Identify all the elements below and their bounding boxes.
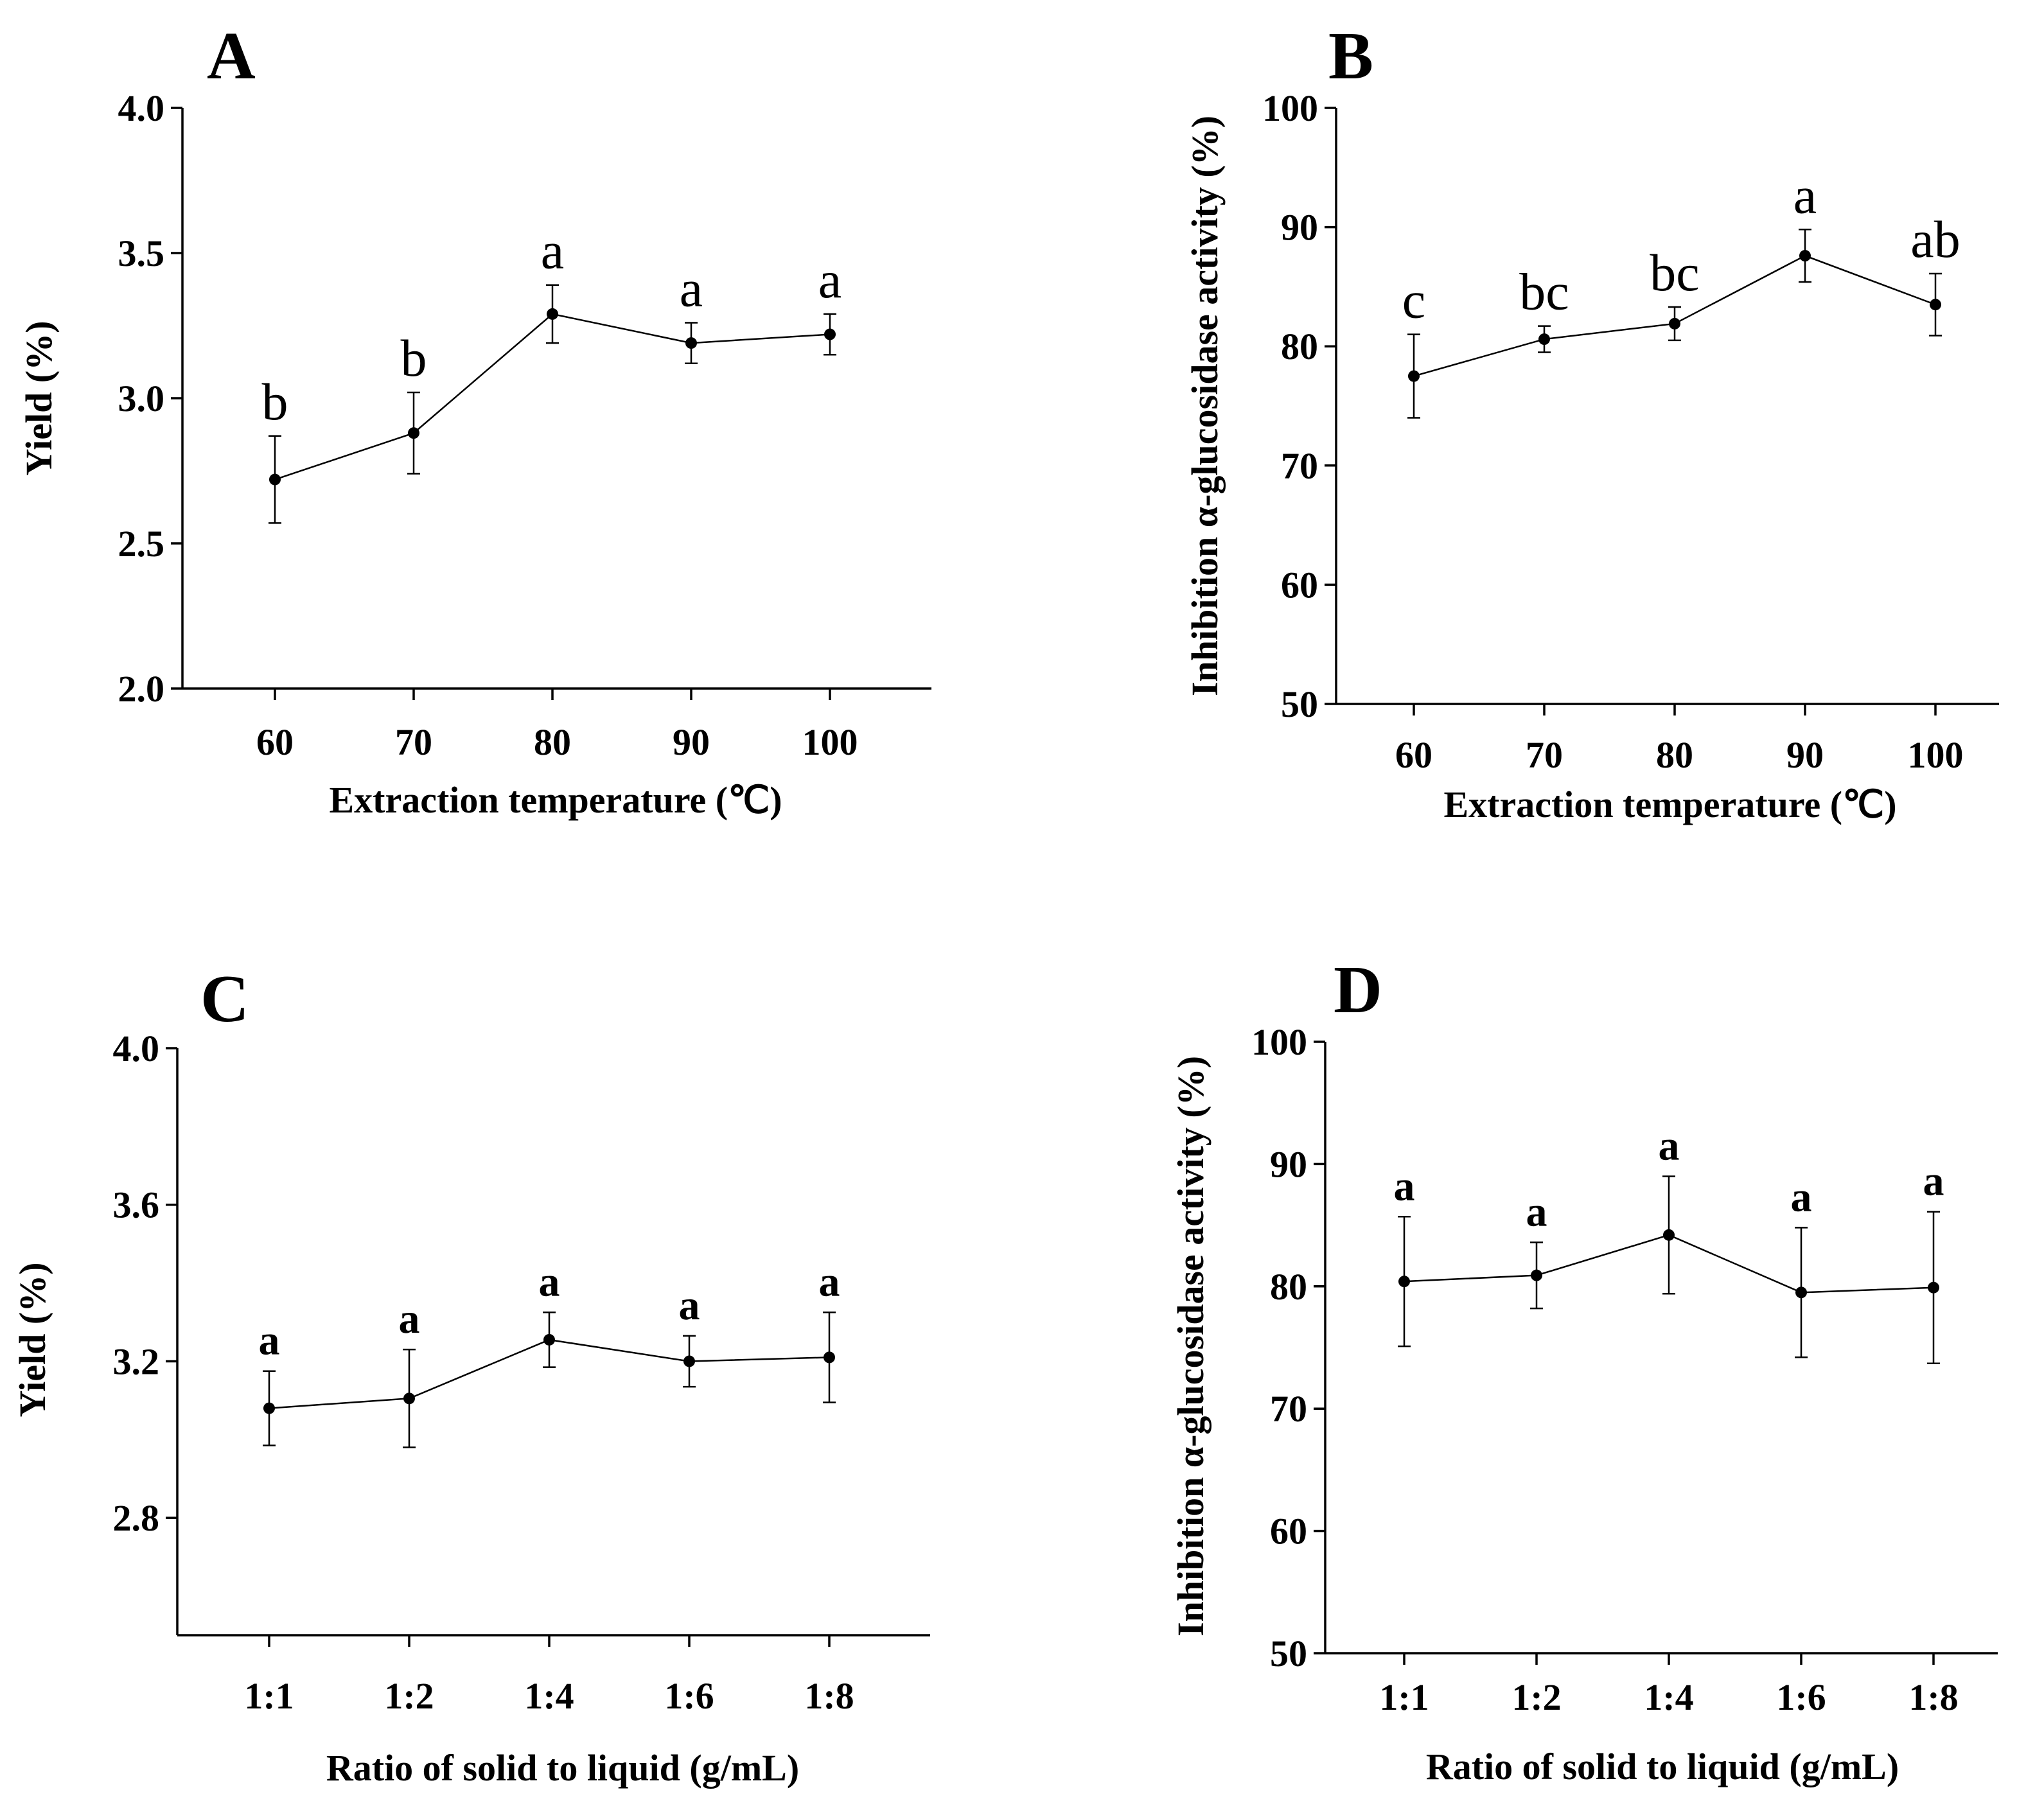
panel-a-chart: A 2.0 2.5 3.0 3.5 4.0 60 70 80 90 100 Extraction t… [18,18,931,821]
significance-label: a [1659,1122,1680,1169]
y-tick-label: 60 [1270,1511,1307,1552]
x-axis-title: Ratio of solid to liquid (g/mL) [1426,1746,1899,1787]
data-point [1663,1229,1675,1241]
significance-label: a [1791,1173,1812,1220]
x-tick-label: 1:6 [664,1675,714,1717]
data-point [408,427,419,439]
significance-label: a [818,250,841,309]
x-tick-label: 80 [1656,734,1693,776]
x-tick-label: 70 [1526,734,1563,776]
data-point [683,1355,695,1367]
data-point [1538,333,1550,346]
x-tick-label: 100 [1908,734,1964,776]
x-tick-label: 1:6 [1776,1676,1826,1718]
data-point [1930,299,1941,311]
x-tick-label: 1:2 [384,1675,434,1717]
y-tick-label: 3.5 [118,233,165,274]
y-axis-title: Inhibition α-glucosidase activity (%) [1170,1056,1211,1637]
x-tick-label: 1:8 [804,1675,854,1717]
x-tick-label: 90 [673,721,710,763]
data-point [824,1351,835,1364]
significance-label: a [259,1317,280,1364]
data-point [1799,250,1811,262]
y-tick-label: 2.0 [118,668,165,710]
significance-label: a [1923,1158,1944,1205]
data-point [1531,1269,1542,1281]
x-tick-label: 1:4 [524,1675,574,1717]
y-tick-label: 4.0 [118,87,165,129]
y-tick-label: 3.6 [113,1184,160,1226]
data-point [547,308,558,320]
x-tick-label: 60 [256,721,294,763]
y-axis-title: Inhibition α-glucosidase activity (%) [1184,116,1226,696]
panel-c-letter: C [200,961,249,1036]
x-tick-label: 90 [1786,734,1824,776]
x-axis-title: Ratio of solid to liquid (g/mL) [326,1747,799,1789]
x-tick-label: 1:1 [244,1675,294,1717]
x-tick-label: 1:2 [1511,1676,1561,1718]
data-point [269,473,281,486]
y-tick-label: 90 [1270,1143,1307,1185]
significance-label: a [539,1258,560,1305]
data-point [1398,1276,1410,1288]
data-point [403,1392,415,1405]
y-tick-label: 2.8 [113,1497,160,1539]
significance-label: bc [1650,243,1699,302]
x-tick-label: 100 [802,721,858,763]
x-axis-title: Extraction temperature (℃) [1443,784,1896,825]
y-axis-title: Yield (%) [18,320,60,475]
x-tick-label: 80 [534,721,571,763]
y-tick-label: 80 [1281,326,1318,367]
data-point [1795,1286,1807,1299]
x-tick-label: 60 [1395,734,1432,776]
panel-a-letter: A [207,18,256,93]
data-point [1928,1281,1939,1294]
significance-label: a [819,1258,840,1305]
data-point [263,1402,275,1414]
y-tick-label: 50 [1270,1633,1307,1674]
data-point [824,328,836,340]
panel-b-letter: B [1328,18,1373,93]
y-tick-label: 3.0 [118,378,165,419]
y-tick-label: 70 [1270,1388,1307,1430]
y-tick-label: 80 [1270,1266,1307,1308]
x-tick-label: 1:8 [1908,1676,1958,1718]
x-tick-label: 1:1 [1379,1676,1429,1718]
x-tick-label: 1:4 [1644,1676,1693,1718]
significance-label: a [1526,1188,1547,1235]
data-point [1408,370,1420,382]
significance-label: a [680,259,703,317]
significance-label: bc [1519,263,1569,321]
panel-d-letter: D [1334,952,1382,1027]
significance-label: a [1793,166,1817,224]
panel-b-chart: B 50 60 70 80 90 100 60 70 80 90 100 Extraction tem… [1184,18,1999,825]
x-axis-title: Extraction temperature (℃) [329,779,782,821]
significance-label: a [1394,1163,1415,1209]
significance-label: b [262,373,288,431]
significance-label: b [401,329,427,387]
y-tick-label: 4.0 [113,1028,160,1069]
y-tick-label: 60 [1281,564,1318,606]
y-tick-label: 50 [1281,683,1318,725]
x-tick-label: 70 [395,721,432,763]
significance-label: a [679,1282,700,1329]
y-tick-label: 100 [1262,87,1318,129]
y-tick-label: 2.5 [118,523,165,565]
y-tick-label: 90 [1281,207,1318,249]
data-point [1669,317,1680,329]
significance-label: a [399,1295,420,1342]
data-point [685,337,697,349]
significance-label: a [541,222,564,280]
significance-label: ab [1910,210,1960,268]
y-tick-label: 70 [1281,445,1318,487]
significance-label: c [1402,271,1425,329]
data-point [543,1333,555,1346]
y-axis-title: Yield (%) [12,1262,53,1417]
y-tick-label: 100 [1251,1021,1307,1063]
y-tick-label: 3.2 [113,1340,160,1382]
